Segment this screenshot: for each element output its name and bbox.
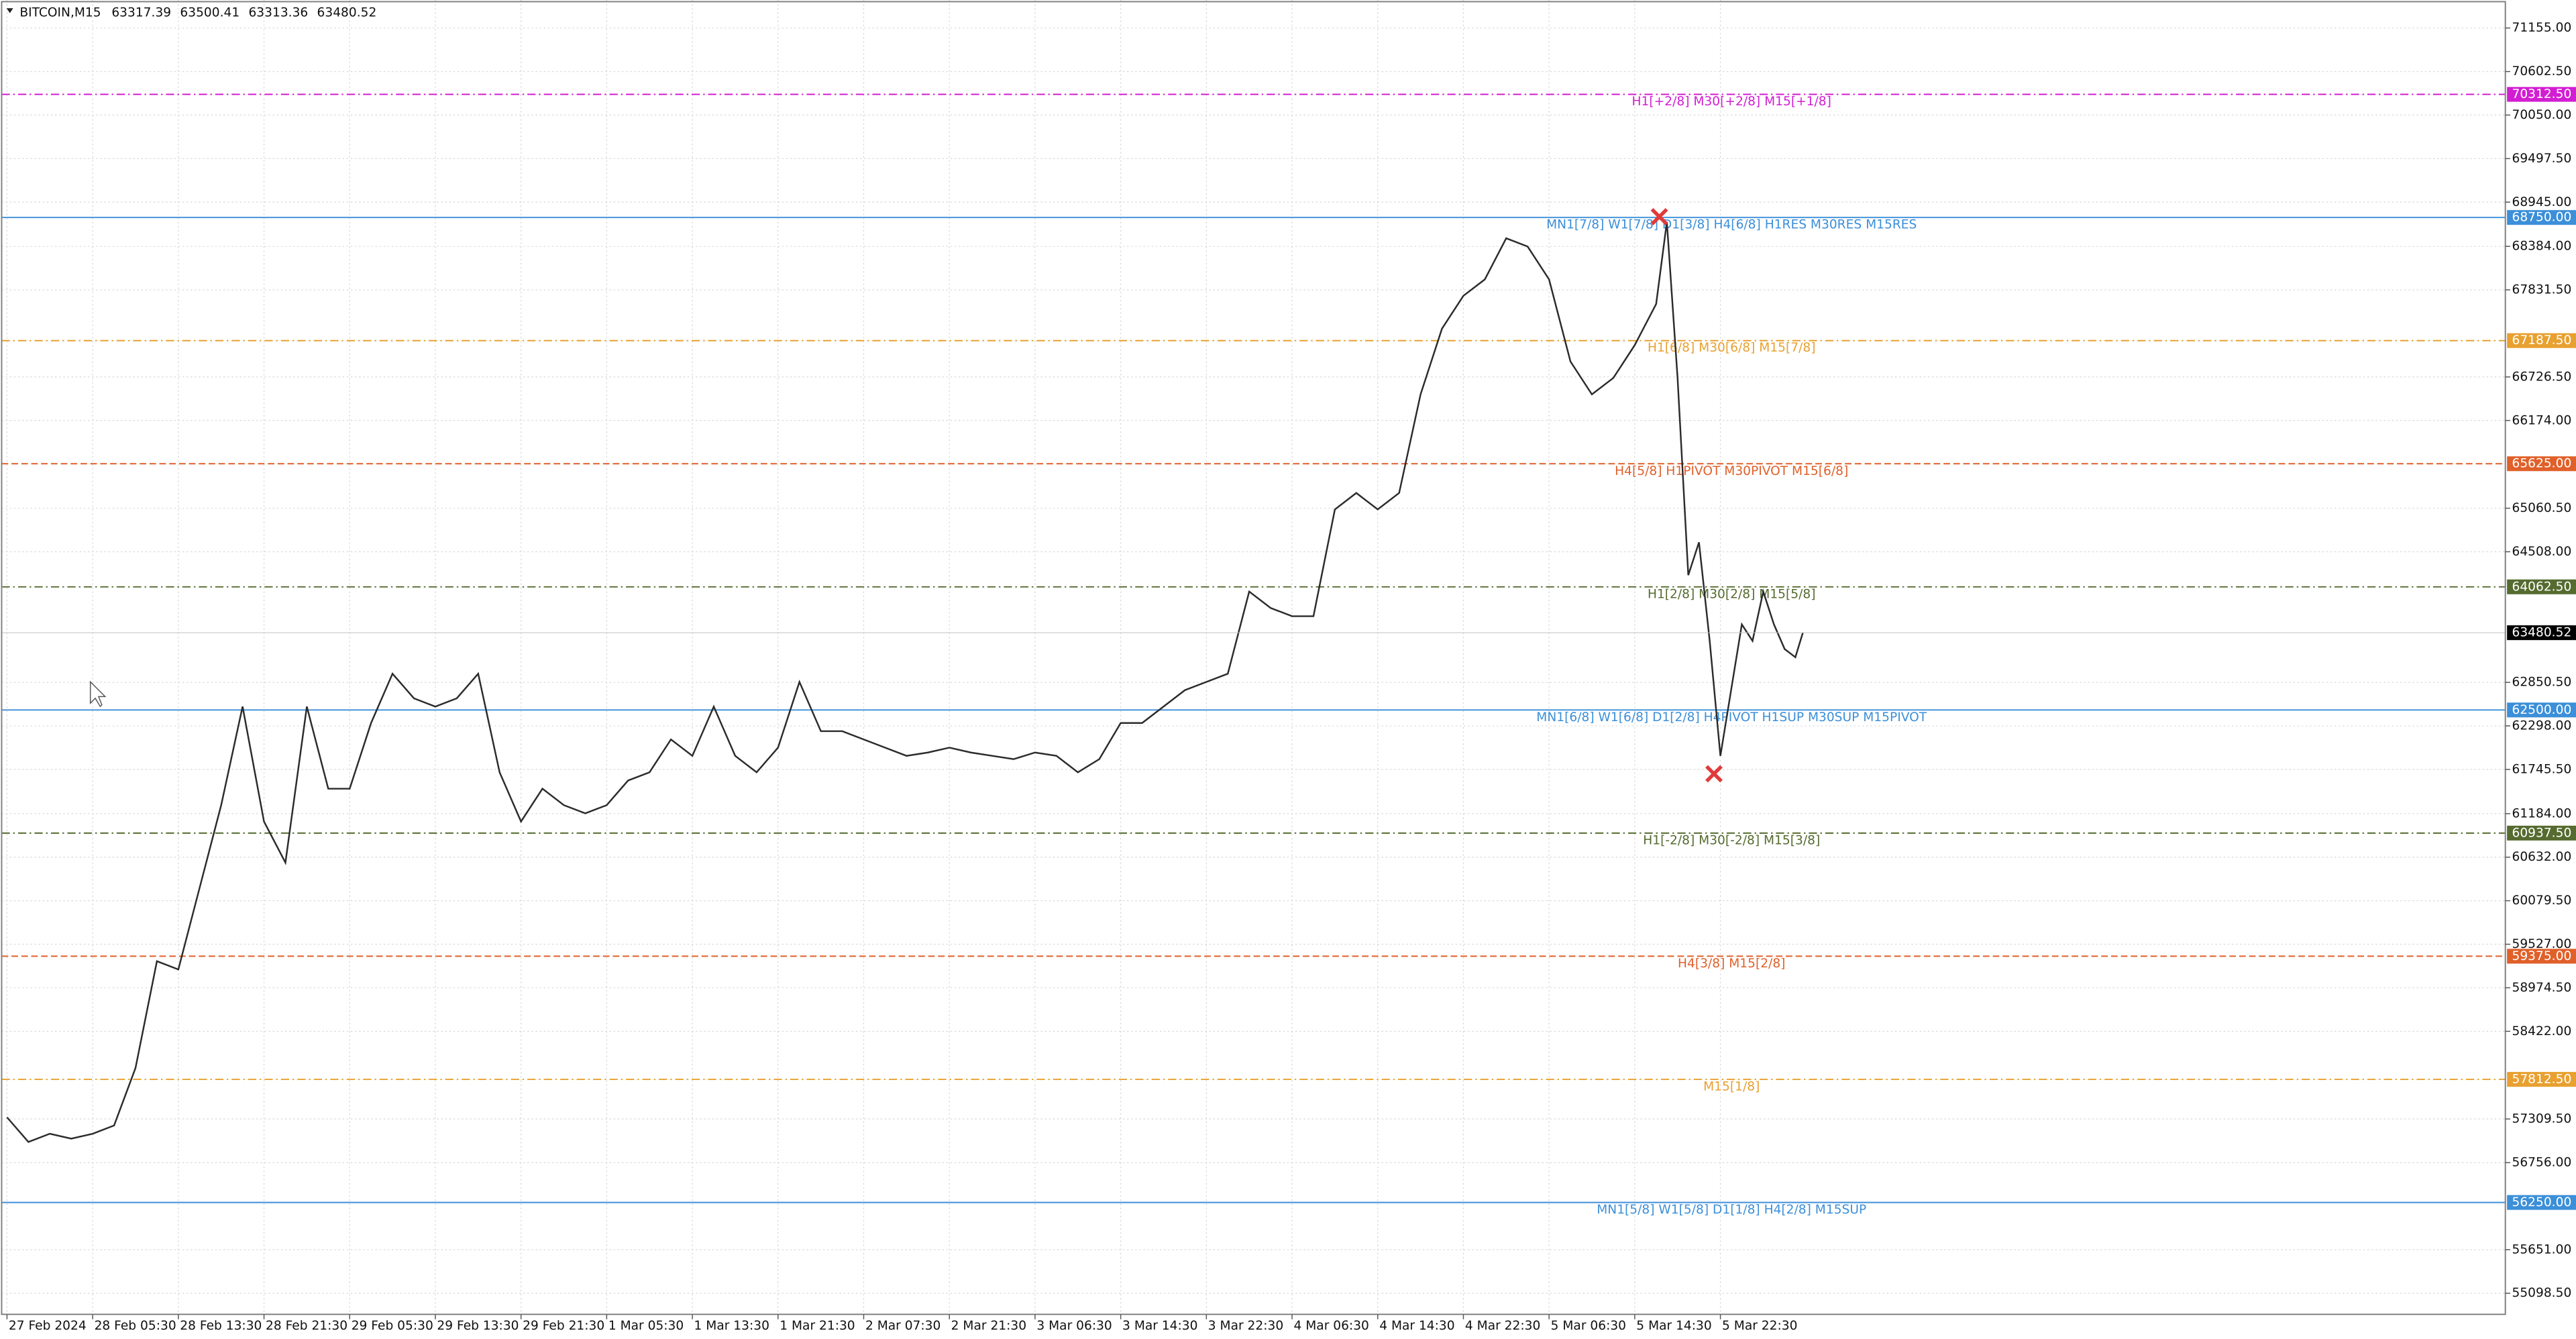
close: 63480.52 (317, 5, 377, 19)
y-tick-label: 65060.50 (2512, 501, 2571, 515)
x-tick-label: 29 Feb 05:30 (352, 1319, 433, 1333)
level-price-tag (2507, 1195, 2576, 1210)
level-label: H1[-2/8] M30[-2/8] M15[3/8] (1643, 833, 1820, 847)
level-price-label: 57812.50 (2512, 1072, 2571, 1086)
y-tick-label: 69497.50 (2512, 152, 2571, 166)
level-price-label: 65625.00 (2512, 457, 2571, 471)
low: 63313.36 (248, 5, 308, 19)
y-tick-label: 58974.50 (2512, 981, 2571, 995)
y-tick-label: 60632.00 (2512, 850, 2571, 864)
level-price-tag (2507, 456, 2576, 472)
y-tick-label: 64508.00 (2512, 545, 2571, 559)
y-tick-label: 59527.00 (2512, 937, 2571, 951)
level-price-label: 56250.00 (2512, 1195, 2571, 1210)
level-price-label: 59375.00 (2512, 949, 2571, 963)
x-tick-label: 1 Mar 13:30 (694, 1319, 769, 1333)
x-tick-label: 1 Mar 05:30 (608, 1319, 684, 1333)
x-tick-label: 2 Mar 21:30 (951, 1319, 1026, 1333)
level-label: H1[6/8] M30[6/8] M15[7/8] (1648, 341, 1816, 355)
x-tick-label: 3 Mar 06:30 (1036, 1319, 1112, 1333)
y-tick-label: 68384.00 (2512, 239, 2571, 254)
y-tick-label: 60079.50 (2512, 894, 2571, 908)
high: 63500.41 (180, 5, 239, 19)
x-tick-label: 1 Mar 21:30 (780, 1319, 855, 1333)
level-price-label: 62500.00 (2512, 703, 2571, 717)
x-tick-label: 3 Mar 22:30 (1208, 1319, 1283, 1333)
plot-border (1, 1, 2506, 1316)
cursor (89, 680, 107, 708)
level-price-tag (2507, 210, 2576, 225)
current-price-label: 63480.52 (2512, 626, 2571, 640)
y-tick-label: 66726.50 (2512, 370, 2571, 384)
y-tick-label: 55098.50 (2512, 1286, 2571, 1300)
open: 63317.39 (111, 5, 171, 19)
level-price-tag (2507, 702, 2576, 718)
x-tick-label: 4 Mar 06:30 (1293, 1319, 1368, 1333)
level-label: M15[1/8] (1703, 1079, 1760, 1093)
x-tick-label: 28 Feb 21:30 (266, 1319, 347, 1333)
level-price-label: 60937.50 (2512, 826, 2571, 840)
level-price-tag (2507, 579, 2576, 594)
x-tick-label: 2 Mar 07:30 (865, 1319, 941, 1333)
grid (1, 0, 2506, 1315)
y-tick-label: 55651.00 (2512, 1242, 2571, 1256)
level-label: H1[2/8] M30[2/8] M15[5/8] (1648, 587, 1816, 601)
x-tick-label: 29 Feb 13:30 (437, 1319, 519, 1333)
level-price-tag (2507, 87, 2576, 102)
x-tick-label: 5 Mar 22:30 (1722, 1319, 1797, 1333)
level-label: H4[3/8] M15[2/8] (1678, 957, 1785, 971)
level-price-label: 67187.50 (2512, 333, 2571, 347)
y-tick-label: 66174.00 (2512, 413, 2571, 427)
x-tick-label: 29 Feb 21:30 (523, 1319, 604, 1333)
x-tick-label: 27 Feb 2024 (9, 1319, 87, 1333)
level-price-tag (2507, 1071, 2576, 1087)
x-tick-label: 3 Mar 14:30 (1122, 1319, 1197, 1333)
cross-marker (1650, 208, 1668, 225)
y-tick-label: 57309.50 (2512, 1112, 2571, 1126)
y-tick-label: 67831.50 (2512, 283, 2571, 297)
level-label: H4[5/8] H1PIVOT M30PIVOT M15[6/8] (1615, 464, 1848, 478)
level-label: H1[+2/8] M30[+2/8] M15[+1/8] (1632, 95, 1831, 109)
level-label: MN1[6/8] W1[6/8] D1[2/8] H4PIVOT H1SUP M… (1536, 710, 1927, 725)
level-price-tag (2507, 825, 2576, 841)
y-tick-label: 58422.00 (2512, 1024, 2571, 1038)
level-price-tag (2507, 949, 2576, 964)
level-price-label: 70312.50 (2512, 87, 2571, 101)
header: BITCOIN,M15 63317.39 63500.41 63313.36 6… (19, 5, 376, 19)
cross-marker (1705, 765, 1723, 783)
price-line (6, 221, 1804, 1143)
current-price-tag (2507, 625, 2576, 641)
levels: H1[+2/8] M30[+2/8] M15[+1/8] MN1[7/8] W1[… (1, 93, 2506, 1217)
x-tick-label: 5 Mar 06:30 (1551, 1319, 1626, 1333)
y-tick-label: 70050.00 (2512, 108, 2571, 122)
y-tick-label: 68945.00 (2512, 195, 2571, 209)
axes: 71155.00 70602.50 70050.00 69497.50 68945.00… (6, 21, 2576, 1333)
level-price-tag (2507, 333, 2576, 348)
level-label: MN1[7/8] W1[7/8] D1[3/8] H4[6/8] H1RES M… (1546, 218, 1917, 232)
level-price-label: 64062.50 (2512, 580, 2571, 594)
menu-arrow[interactable] (6, 8, 13, 13)
level-label: MN1[5/8] W1[5/8] D1[1/8] H4[2/8] M15SUP (1597, 1203, 1866, 1217)
y-tick-label: 61184.00 (2512, 806, 2571, 820)
y-tick-label: 62298.00 (2512, 719, 2571, 733)
y-tick-label: 56756.00 (2512, 1156, 2571, 1170)
y-tick-label: 71155.00 (2512, 21, 2571, 35)
x-tick-label: 28 Feb 13:30 (180, 1319, 262, 1333)
x-tick-label: 5 Mar 14:30 (1636, 1319, 1711, 1333)
y-tick-label: 70602.50 (2512, 64, 2571, 78)
x-tick-label: 28 Feb 05:30 (95, 1319, 176, 1333)
y-tick-label: 61745.50 (2512, 762, 2571, 776)
level-price-label: 68750.00 (2512, 211, 2571, 225)
x-tick-label: 4 Mar 22:30 (1465, 1319, 1540, 1333)
y-tick-label: 62850.50 (2512, 676, 2571, 690)
plot (1, 208, 2506, 1143)
x-tick-label: 4 Mar 14:30 (1379, 1319, 1454, 1333)
symbol: BITCOIN,M15 (19, 5, 101, 19)
